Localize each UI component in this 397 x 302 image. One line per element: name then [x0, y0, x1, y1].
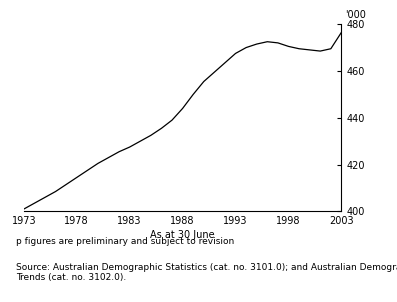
Text: p figures are preliminary and subject to revision: p figures are preliminary and subject to…	[16, 237, 234, 246]
Text: '000: '000	[345, 10, 366, 20]
Text: Source: Australian Demographic Statistics (cat. no. 3101.0); and Australian Demo: Source: Australian Demographic Statistic…	[16, 263, 397, 282]
X-axis label: As at 30 June: As at 30 June	[150, 230, 215, 240]
